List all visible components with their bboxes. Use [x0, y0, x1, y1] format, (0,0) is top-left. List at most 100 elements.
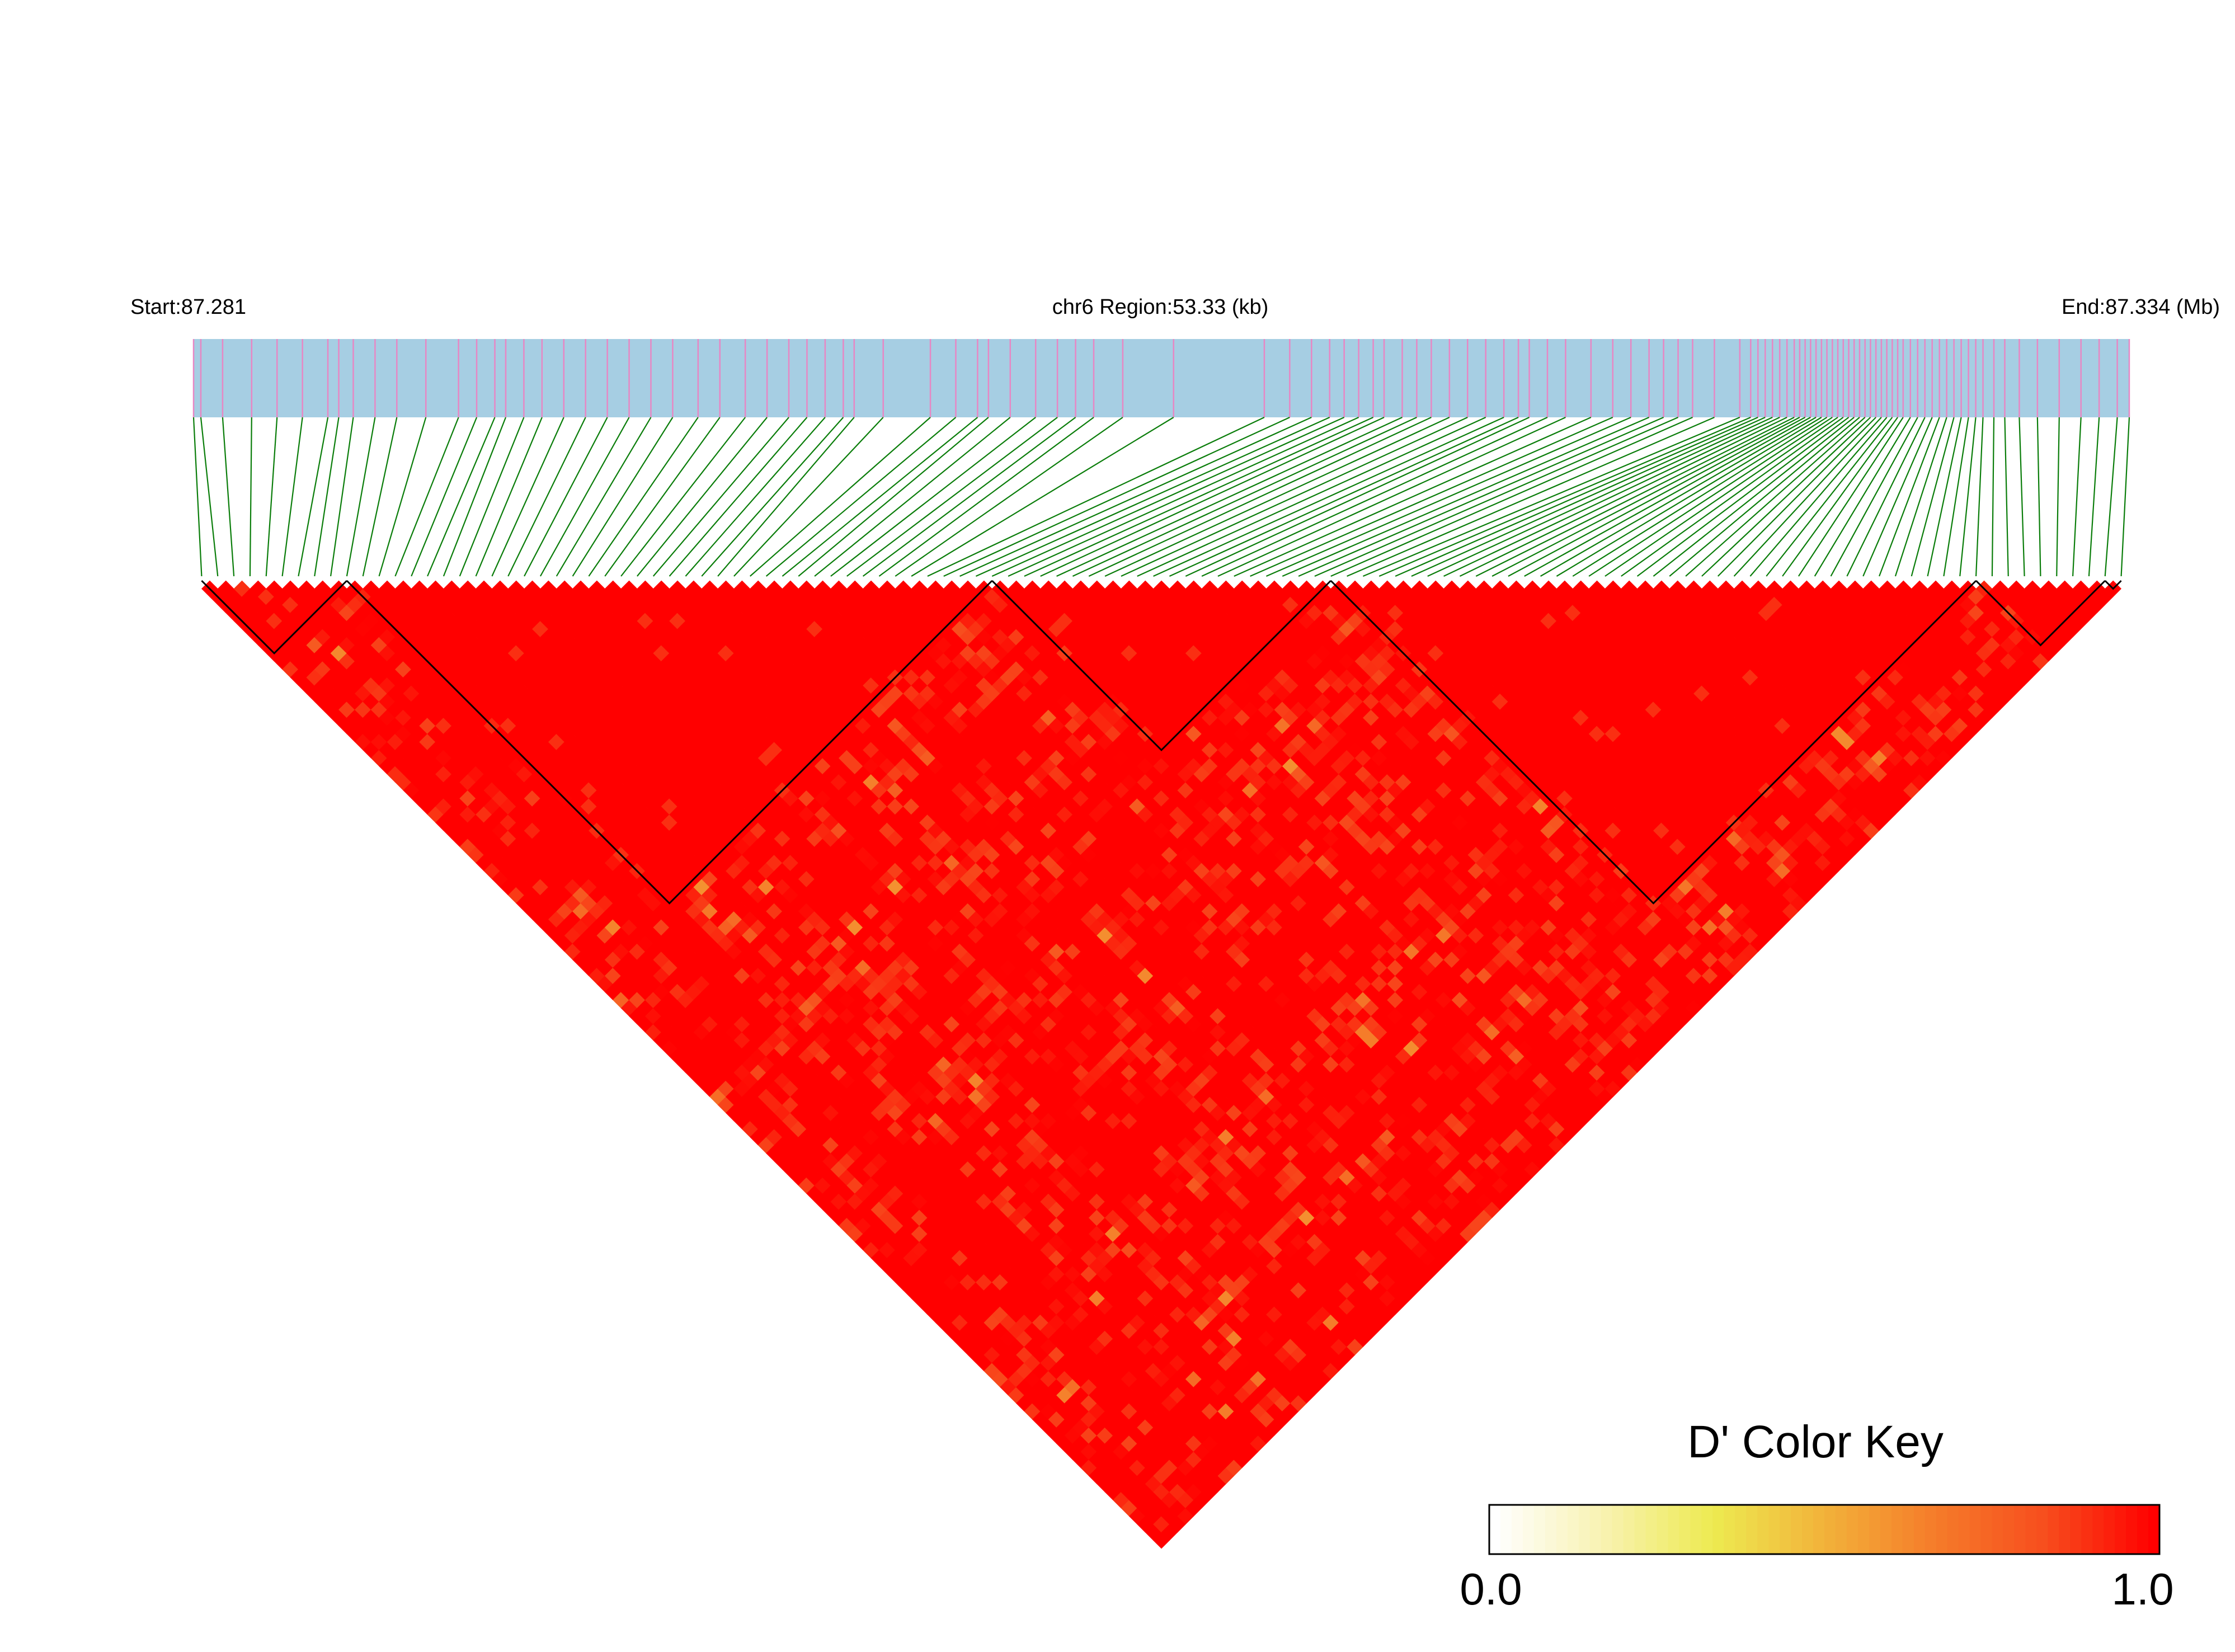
snp-connector — [1894, 417, 1947, 577]
snp-connector — [782, 417, 978, 577]
snp-connector — [1169, 416, 1519, 577]
snp-connector — [394, 417, 459, 577]
snp-connector — [1959, 417, 1977, 577]
snp-connector — [588, 417, 699, 577]
snp-connector — [2088, 417, 2100, 577]
snp-connector — [1766, 417, 1893, 577]
snp-connector — [459, 417, 525, 577]
snp-connector — [1121, 417, 1468, 577]
snp-connector — [1072, 417, 1417, 577]
snp-connector — [1008, 416, 1359, 577]
snp-connector — [701, 417, 844, 577]
snp-connector — [991, 416, 1345, 577]
snp-connector — [959, 416, 1312, 577]
snp-connector — [1234, 416, 1592, 577]
snp-connector — [443, 417, 506, 577]
snp-connector — [298, 417, 329, 577]
snp-connector — [192, 417, 203, 577]
snp-connector — [1556, 417, 1822, 577]
snp-connector — [1911, 417, 1955, 577]
region-size-label: chr6 Region:53.33 (kb) — [1052, 295, 1269, 319]
snp-connector — [1685, 417, 1866, 577]
snp-connector — [1733, 417, 1882, 577]
snp-connector — [765, 417, 957, 577]
snp-connector — [427, 417, 496, 577]
snp-connector — [539, 417, 630, 577]
snp-connector — [1475, 417, 1795, 577]
snp-track-background — [194, 339, 2129, 417]
snp-connector — [814, 417, 1011, 577]
snp-connector — [1411, 416, 1766, 577]
ld-heatmap — [201, 580, 2122, 1549]
snp-connector — [604, 417, 721, 577]
snp-connector — [1427, 417, 1773, 577]
snp-connector — [1975, 417, 1984, 577]
snp-connector — [1669, 417, 1860, 577]
snp-connector — [652, 417, 789, 577]
snp-connector — [330, 417, 354, 577]
snp-connector — [1653, 417, 1855, 577]
snp-connector — [314, 417, 340, 577]
snp-connector — [830, 417, 1036, 577]
snp-connector — [507, 417, 586, 577]
snp-connector — [556, 417, 652, 577]
snp-connector — [1701, 417, 1871, 577]
snp-connector — [1362, 416, 1740, 577]
snp-connector — [1056, 417, 1403, 577]
snp-connector — [637, 417, 768, 577]
snp-connector — [1040, 417, 1385, 577]
snp-connector — [1814, 417, 1911, 577]
snp-connector — [378, 417, 427, 577]
snp-connector — [346, 417, 376, 577]
snp-connector — [411, 417, 478, 577]
snp-connector — [1508, 417, 1806, 577]
snp-connector — [927, 417, 1265, 577]
snp-connector — [1782, 417, 1898, 577]
snp-connector — [2072, 417, 2082, 577]
snp-connector — [1605, 417, 1838, 577]
snp-connector — [1572, 417, 1828, 577]
snp-connector — [1185, 417, 1530, 577]
snp-connector — [2018, 417, 2025, 577]
snp-connector — [2004, 417, 2009, 577]
snp-connector — [1314, 416, 1678, 577]
snp-connector — [491, 417, 564, 577]
snp-connector — [2104, 417, 2118, 577]
snp-connector-lines — [192, 416, 2130, 577]
region-end-label: End:87.334 (Mb) — [2062, 295, 2220, 319]
snp-connector — [1265, 416, 1631, 577]
snp-connector — [1991, 417, 1995, 577]
snp-connector — [750, 417, 931, 577]
snp-connector — [1347, 416, 1715, 577]
snp-connector — [1540, 417, 1817, 577]
snp-connector — [685, 417, 826, 577]
snp-ticks — [192, 339, 2130, 417]
snp-connector — [1588, 417, 1833, 577]
snp-connector — [1153, 416, 1504, 577]
region-start-label: Start:87.281 — [130, 295, 246, 319]
snp-connector — [265, 417, 278, 577]
snp-connector — [1395, 416, 1758, 577]
snp-connector — [943, 417, 1290, 577]
snp-connector — [222, 417, 235, 577]
snp-connector — [846, 417, 1058, 577]
snp-connector — [1217, 416, 1566, 577]
snp-connector — [1459, 417, 1787, 577]
snp-connector — [1830, 417, 1918, 577]
snp-connector — [2056, 417, 2060, 577]
snp-connector — [2120, 417, 2130, 577]
snp-connector — [1621, 417, 1844, 577]
snp-connector — [1282, 416, 1650, 577]
snp-connector — [1943, 417, 1969, 577]
snp-connector — [911, 417, 1174, 577]
snp-connector — [733, 417, 884, 577]
snp-connector — [975, 416, 1330, 577]
snp-connector — [572, 417, 674, 577]
snp-connector — [862, 417, 1076, 577]
snp-connector — [1104, 417, 1450, 577]
snp-connector — [620, 417, 746, 577]
snp-connector — [798, 417, 989, 577]
snp-connector — [1636, 417, 1850, 577]
snp-connector — [200, 417, 219, 577]
snp-connector — [1137, 416, 1486, 577]
